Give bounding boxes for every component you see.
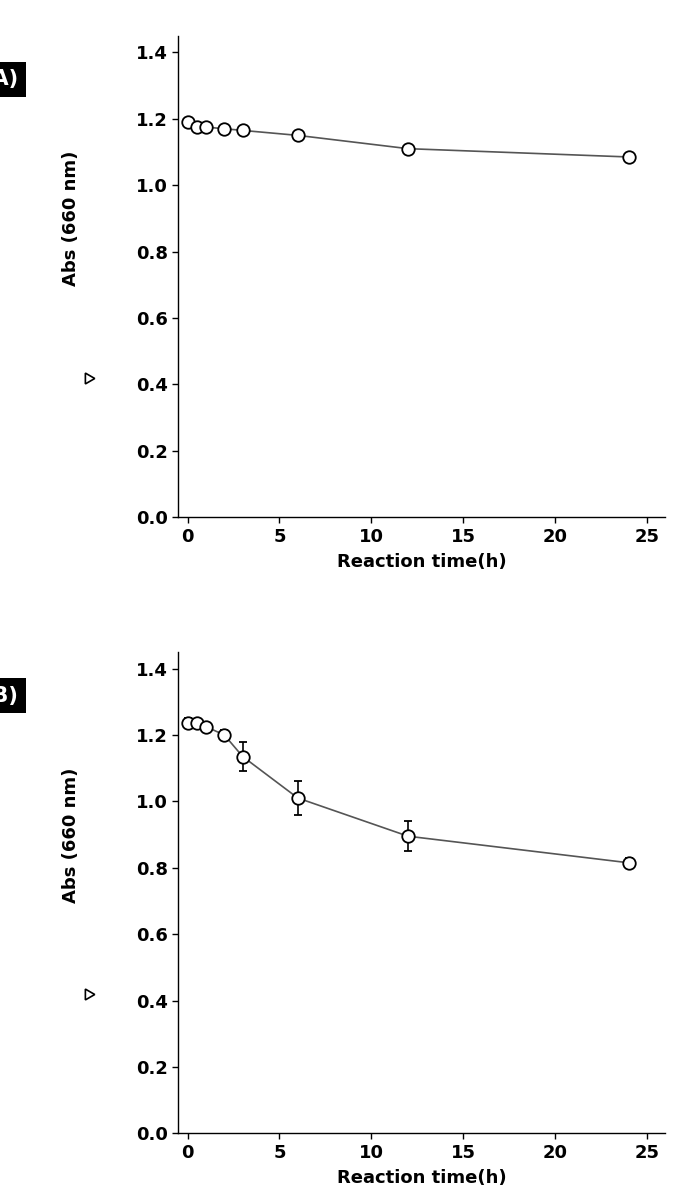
Text: Abs (660 nm): Abs (660 nm) xyxy=(62,152,80,286)
X-axis label: Reaction time(h): Reaction time(h) xyxy=(337,1169,507,1187)
Text: (B): (B) xyxy=(0,686,19,706)
X-axis label: Reaction time(h): Reaction time(h) xyxy=(337,552,507,570)
Text: Abs (660 nm): Abs (660 nm) xyxy=(62,767,80,903)
Text: (A): (A) xyxy=(0,69,19,89)
